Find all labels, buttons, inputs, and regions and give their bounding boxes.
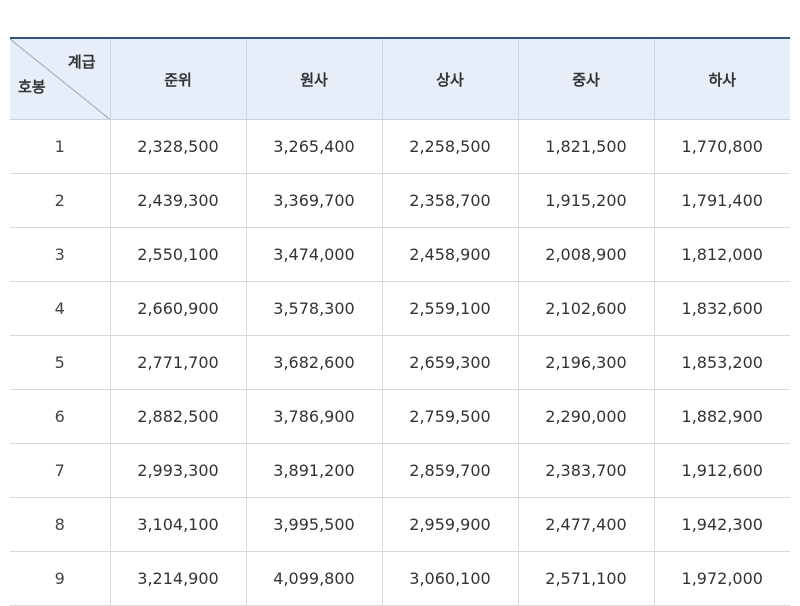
- column-header-rank: 중사: [518, 37, 655, 120]
- table-header: 계급 호봉 준위 원사 상사 중사 하사: [10, 37, 790, 120]
- column-header-rank: 하사: [654, 37, 790, 120]
- table-row: 4 2,660,900 3,578,300 2,559,100 2,102,600 1,8…: [10, 281, 790, 336]
- step-cell: 8: [10, 497, 111, 552]
- salary-cell: 1,791,400: [654, 173, 790, 228]
- salary-cell: 3,104,100: [110, 497, 247, 552]
- salary-cell: 2,458,900: [382, 227, 519, 282]
- salary-cell: 3,995,500: [246, 497, 383, 552]
- salary-cell: 1,853,200: [654, 335, 790, 390]
- step-cell: 4: [10, 281, 111, 336]
- salary-cell: 2,550,100: [110, 227, 247, 282]
- step-cell: 1: [10, 119, 111, 174]
- salary-cell: 1,812,000: [654, 227, 790, 282]
- salary-cell: 2,196,300: [518, 335, 655, 390]
- salary-cell: 2,290,000: [518, 389, 655, 444]
- salary-cell: 3,786,900: [246, 389, 383, 444]
- table-row: 1 2,328,500 3,265,400 2,258,500 1,821,500 1,7…: [10, 119, 790, 174]
- header-row: 계급 호봉 준위 원사 상사 중사 하사: [10, 37, 790, 120]
- salary-cell: 4,099,800: [246, 551, 383, 606]
- salary-cell: 3,369,700: [246, 173, 383, 228]
- salary-cell: 2,328,500: [110, 119, 247, 174]
- table-body: 1 2,328,500 3,265,400 2,258,500 1,821,500 1,7…: [10, 119, 790, 606]
- salary-cell: 3,578,300: [246, 281, 383, 336]
- salary-cell: 2,771,700: [110, 335, 247, 390]
- column-header-rank: 상사: [382, 37, 519, 120]
- salary-cell: 2,993,300: [110, 443, 247, 498]
- diagonal-divider: [10, 39, 110, 119]
- salary-cell: 2,008,900: [518, 227, 655, 282]
- salary-cell: 2,959,900: [382, 497, 519, 552]
- salary-cell: 2,358,700: [382, 173, 519, 228]
- salary-cell: 3,891,200: [246, 443, 383, 498]
- table-row: 9 3,214,900 4,099,800 3,060,100 2,571,100 1,9…: [10, 551, 790, 606]
- table-row: 3 2,550,100 3,474,000 2,458,900 2,008,900 1,8…: [10, 227, 790, 282]
- step-cell: 2: [10, 173, 111, 228]
- salary-cell: 1,832,600: [654, 281, 790, 336]
- salary-cell: 3,265,400: [246, 119, 383, 174]
- table-row: 7 2,993,300 3,891,200 2,859,700 2,383,700 1,9…: [10, 443, 790, 498]
- salary-cell: 1,972,000: [654, 551, 790, 606]
- corner-step-label: 호봉: [18, 78, 46, 96]
- table-row: 6 2,882,500 3,786,900 2,759,500 2,290,000 1,8…: [10, 389, 790, 444]
- salary-cell: 2,571,100: [518, 551, 655, 606]
- column-header-rank: 원사: [246, 37, 383, 120]
- salary-cell: 2,559,100: [382, 281, 519, 336]
- salary-cell: 2,882,500: [110, 389, 247, 444]
- salary-cell: 1,821,500: [518, 119, 655, 174]
- salary-cell: 2,759,500: [382, 389, 519, 444]
- salary-cell: 1,942,300: [654, 497, 790, 552]
- salary-cell: 2,477,400: [518, 497, 655, 552]
- corner-rank-label: 계급: [67, 53, 96, 71]
- column-header-rank: 준위: [110, 37, 247, 120]
- table-row: 5 2,771,700 3,682,600 2,659,300 2,196,300 1,8…: [10, 335, 790, 390]
- step-cell: 3: [10, 227, 111, 282]
- salary-cell: 3,060,100: [382, 551, 519, 606]
- salary-cell: 2,660,900: [110, 281, 247, 336]
- salary-cell: 2,859,700: [382, 443, 519, 498]
- corner-header: 계급 호봉: [10, 37, 111, 120]
- salary-cell: 2,439,300: [110, 173, 247, 228]
- table-row: 8 3,104,100 3,995,500 2,959,900 2,477,400 1,9…: [10, 497, 790, 552]
- salary-cell: 1,770,800: [654, 119, 790, 174]
- step-cell: 9: [10, 551, 111, 606]
- salary-cell: 1,882,900: [654, 389, 790, 444]
- step-cell: 5: [10, 335, 111, 390]
- salary-cell: 2,102,600: [518, 281, 655, 336]
- salary-cell: 3,682,600: [246, 335, 383, 390]
- pay-table-container: 계급 호봉 준위 원사 상사 중사 하사 1 2,328,500 3,265,400…: [10, 37, 790, 606]
- salary-cell: 2,659,300: [382, 335, 519, 390]
- step-cell: 6: [10, 389, 111, 444]
- step-cell: 7: [10, 443, 111, 498]
- pay-table: 계급 호봉 준위 원사 상사 중사 하사 1 2,328,500 3,265,400…: [10, 37, 790, 606]
- salary-cell: 2,258,500: [382, 119, 519, 174]
- salary-cell: 3,474,000: [246, 227, 383, 282]
- salary-cell: 3,214,900: [110, 551, 247, 606]
- salary-cell: 2,383,700: [518, 443, 655, 498]
- table-row: 2 2,439,300 3,369,700 2,358,700 1,915,200 1,7…: [10, 173, 790, 228]
- salary-cell: 1,912,600: [654, 443, 790, 498]
- salary-cell: 1,915,200: [518, 173, 655, 228]
